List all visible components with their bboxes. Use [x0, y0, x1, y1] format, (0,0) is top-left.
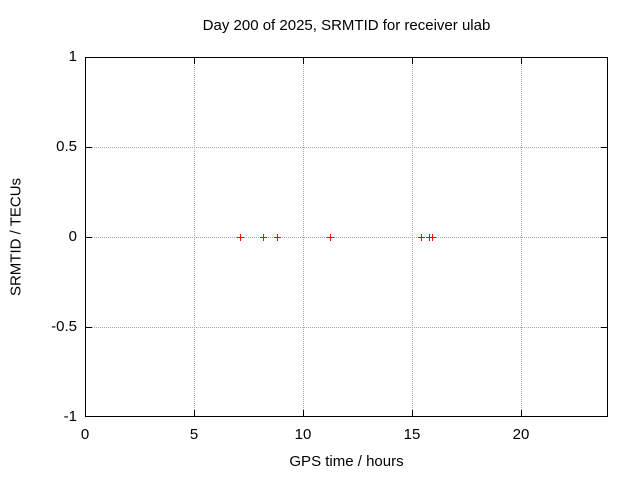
x-tick-mark-top [194, 58, 195, 64]
plot-area [85, 57, 608, 417]
marker-vertical-bar [277, 233, 279, 241]
x-tick-mark-top [521, 58, 522, 64]
y-tick-mark-left [86, 327, 92, 328]
data-point [237, 233, 245, 241]
x-tick-mark-top [412, 58, 413, 64]
marker-vertical-bar [329, 233, 331, 241]
x-tick-label: 15 [403, 426, 421, 443]
y-tick-mark-right [601, 237, 607, 238]
x-tick-label: 10 [294, 426, 312, 443]
y-tick-mark-left [86, 237, 92, 238]
y-tick-label: -1 [63, 408, 77, 425]
y-gridline [86, 327, 607, 328]
data-point [429, 233, 437, 241]
y-gridline [86, 147, 607, 148]
marker-vertical-bar [421, 233, 423, 241]
x-tick-mark-bottom [521, 410, 522, 416]
y-tick-label: 1 [68, 48, 77, 65]
y-tick-label: -0.5 [51, 318, 77, 335]
y-tick-label: 0 [68, 228, 77, 245]
data-point [274, 233, 282, 241]
marker-vertical-bar [240, 233, 242, 241]
x-tick-label: 20 [512, 426, 530, 443]
x-tick-mark-top [303, 58, 304, 64]
y-tick-mark-right [601, 327, 607, 328]
marker-vertical-bar [432, 233, 434, 241]
data-point [326, 233, 334, 241]
x-tick-label: 5 [189, 426, 199, 443]
data-point [418, 233, 426, 241]
x-axis-label: GPS time / hours [289, 453, 404, 470]
chart-title: Day 200 of 2025, SRMTID for receiver ula… [202, 17, 491, 34]
x-tick-label: 0 [80, 426, 90, 443]
x-tick-mark-bottom [194, 410, 195, 416]
x-tick-mark-bottom [303, 410, 304, 416]
data-point [260, 233, 268, 241]
y-tick-mark-right [601, 147, 607, 148]
y-tick-mark-left [86, 147, 92, 148]
marker-vertical-bar [263, 233, 265, 241]
x-tick-mark-bottom [412, 410, 413, 416]
y-gridline [86, 237, 607, 238]
y-tick-label: 0.5 [56, 138, 77, 155]
